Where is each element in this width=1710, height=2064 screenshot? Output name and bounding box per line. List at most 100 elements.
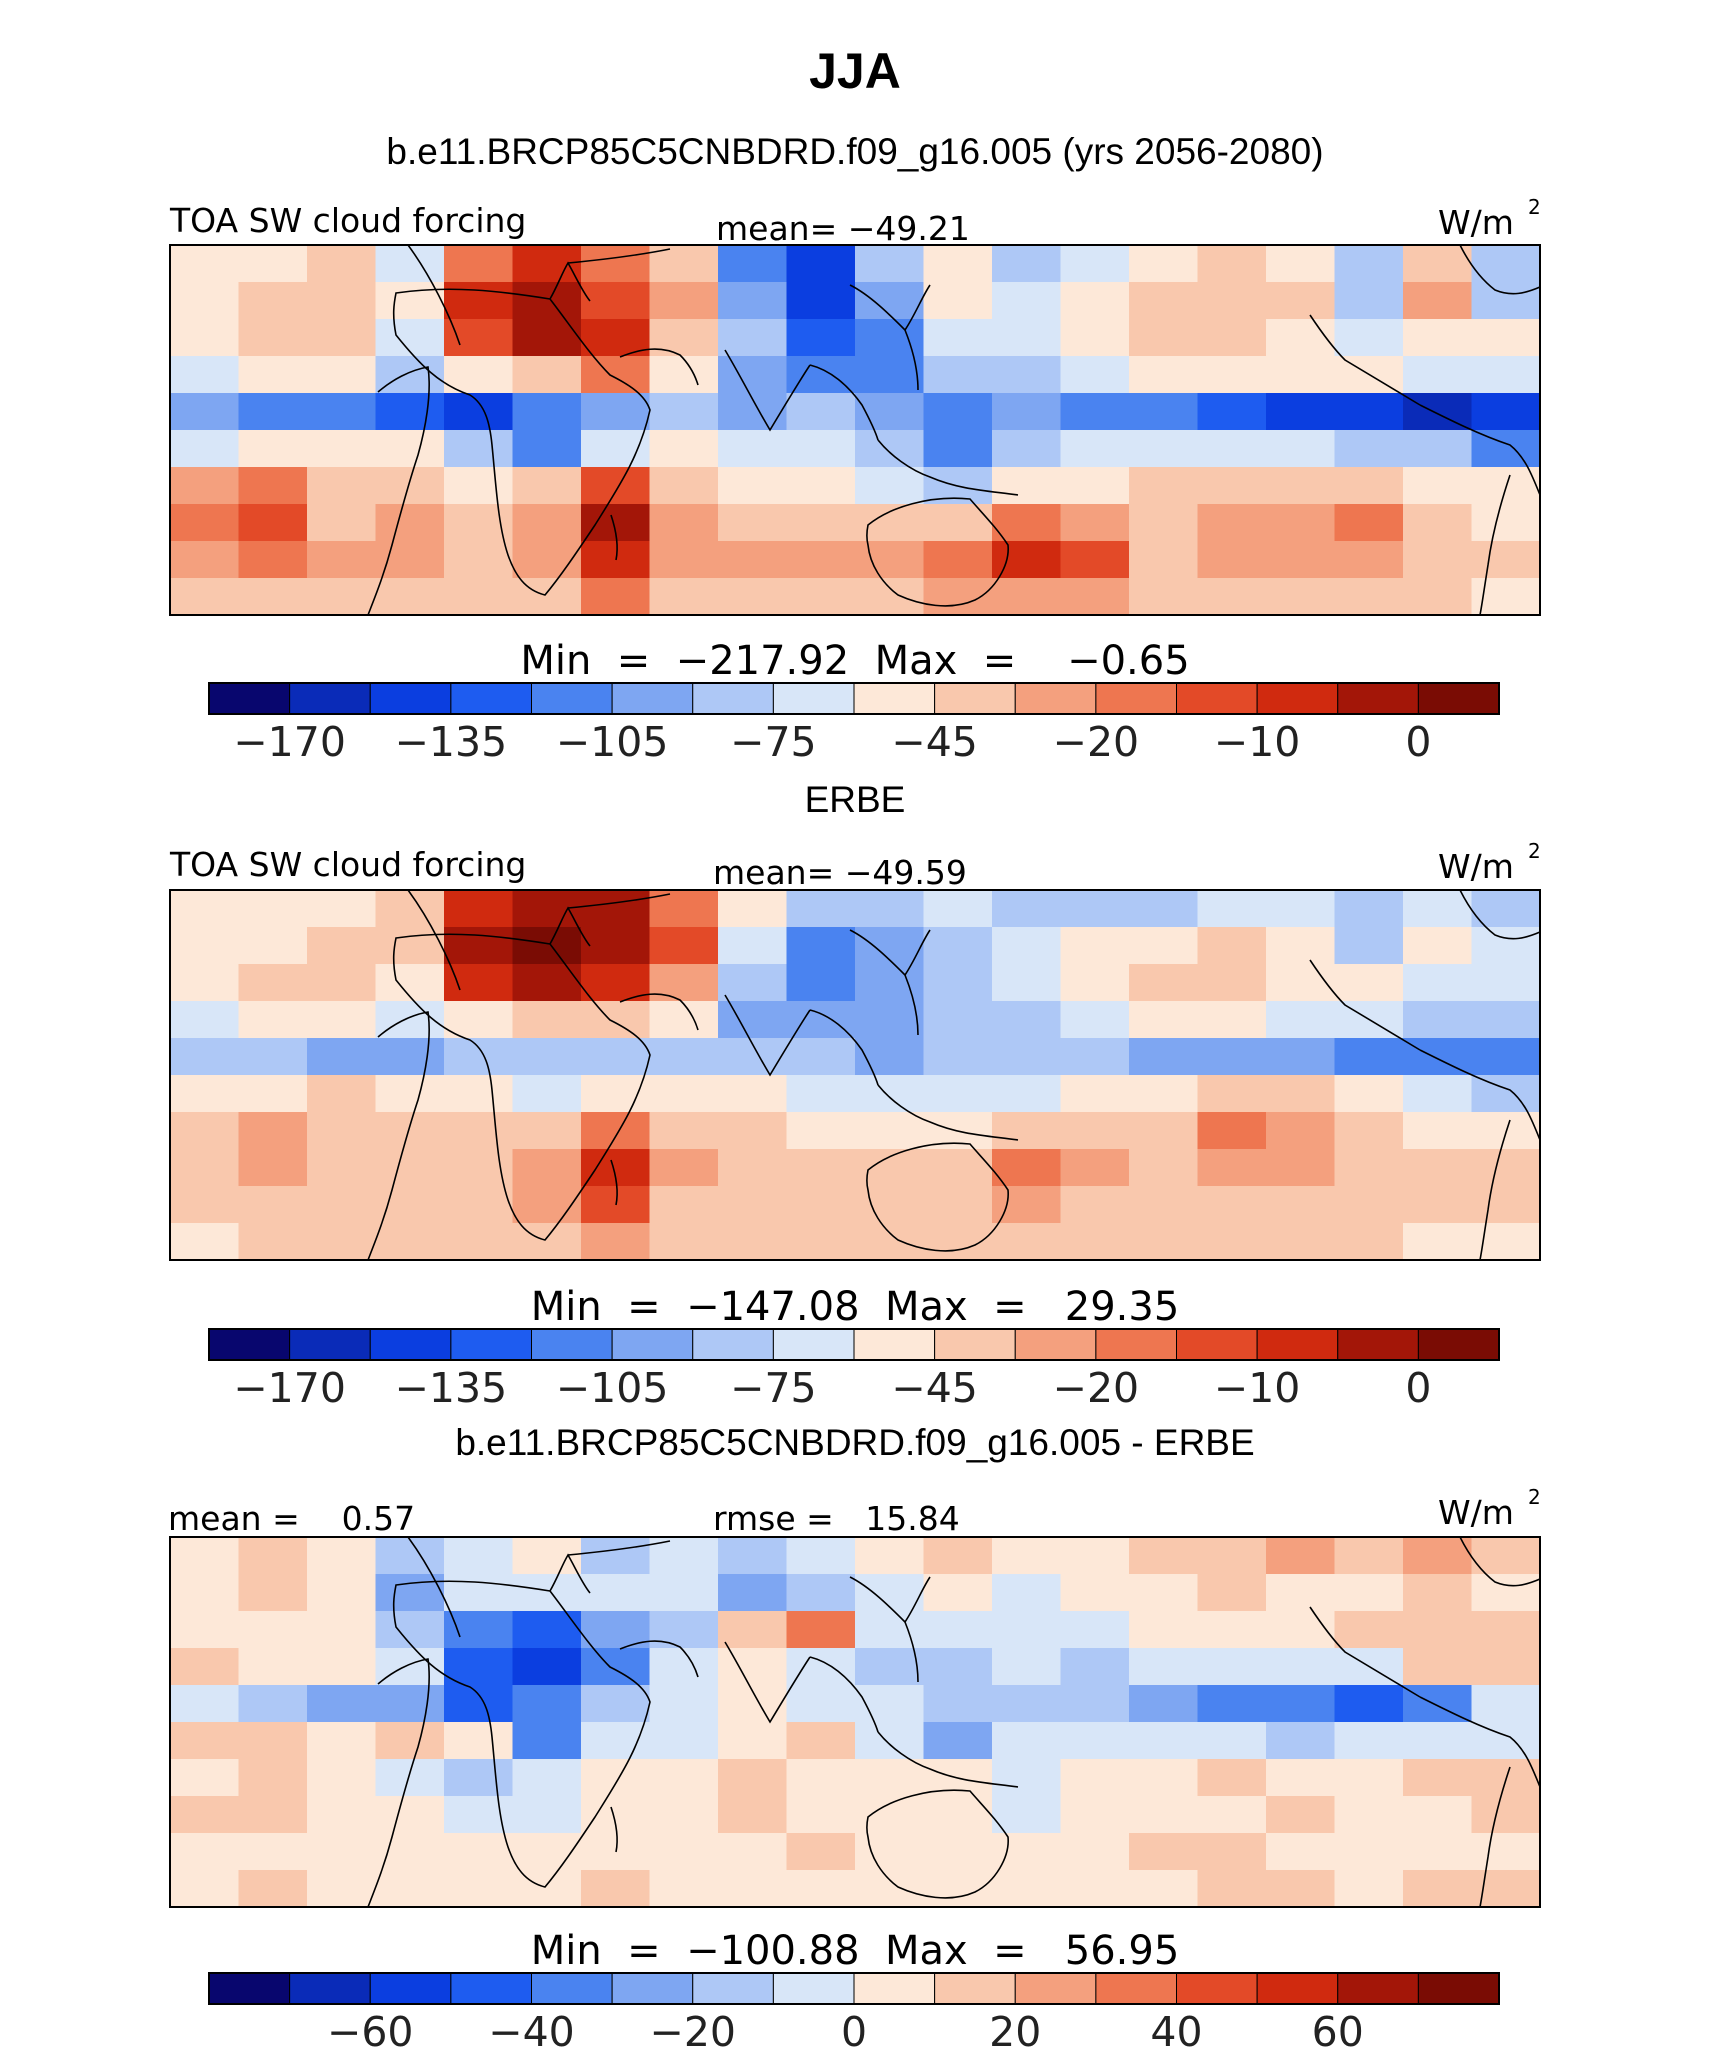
coastline-path (1479, 1119, 1511, 1260)
heatmap-cell (170, 319, 240, 357)
heatmap-cell (1403, 319, 1473, 357)
heatmap-cell (649, 1611, 719, 1649)
heatmap-cell (1129, 1537, 1199, 1575)
heatmap-cell (581, 1112, 651, 1150)
panel-2: ERBE TOA SW cloud forcing mean= −49.59 W… (169, 779, 1541, 1412)
heatmap-cell (1129, 1223, 1199, 1260)
heatmap-cell (581, 245, 651, 283)
heatmap-cell (307, 430, 377, 468)
heatmap-cell (307, 1796, 377, 1834)
heatmap-cell (1129, 282, 1199, 320)
colorbar-tick-label: −75 (730, 1364, 817, 1412)
heatmap-cell (307, 1149, 377, 1187)
colorbar-swatch (531, 1972, 613, 2005)
heatmap-cell (786, 1075, 856, 1113)
heatmap-cell (1334, 393, 1404, 431)
heatmap-cell (307, 1223, 377, 1260)
panel-1-heatmap-cells (170, 245, 1540, 615)
heatmap-cell (1403, 1796, 1473, 1834)
heatmap-cell (375, 964, 445, 1002)
heatmap-cell (512, 1149, 582, 1187)
heatmap-cell (581, 578, 651, 615)
heatmap-cell (444, 1759, 514, 1797)
heatmap-cell (238, 504, 308, 542)
panel-1-minmax: Min = −217.92 Max = −0.65 (520, 638, 1189, 684)
colorbar-swatch (1417, 1328, 1500, 1361)
heatmap-cell (307, 1648, 377, 1686)
heatmap-cell (238, 578, 308, 615)
heatmap-cell (649, 356, 719, 394)
heatmap-cell (718, 1648, 788, 1686)
heatmap-cell (1471, 1001, 1540, 1039)
heatmap-cell (718, 504, 788, 542)
heatmap-cell (923, 1611, 993, 1649)
heatmap-cell (992, 1611, 1062, 1649)
heatmap-cell (1197, 1796, 1267, 1834)
heatmap-cell (1471, 1611, 1540, 1649)
panel-1-coastlines (367, 245, 1540, 615)
heatmap-cell (581, 1722, 651, 1760)
heatmap-cell (786, 578, 856, 615)
coastline-path (904, 974, 919, 1036)
heatmap-cell (375, 578, 445, 615)
heatmap-cell (238, 890, 308, 928)
heatmap-cell (238, 319, 308, 357)
heatmap-cell (170, 1186, 240, 1224)
heatmap-cell (786, 282, 856, 320)
heatmap-cell (238, 467, 308, 505)
panel-3-frame (169, 1536, 1541, 1908)
heatmap-cell (992, 1833, 1062, 1871)
panel-1-mean: mean= −49.21 (716, 209, 970, 248)
heatmap-cell (718, 1833, 788, 1871)
heatmap-cell (444, 430, 514, 468)
heatmap-cell (855, 1870, 925, 1907)
heatmap-cell (238, 356, 308, 394)
heatmap-cell (170, 578, 240, 615)
heatmap-cell (1471, 927, 1540, 965)
heatmap-cell (1334, 504, 1404, 542)
coastline-path (1479, 474, 1511, 615)
heatmap-cell (1129, 1833, 1199, 1871)
heatmap-cell (1334, 430, 1404, 468)
panel-2-mean: mean= −49.59 (713, 853, 967, 892)
panel-3-units: W/m 2 (1438, 1485, 1541, 1532)
heatmap-cell (1334, 1112, 1404, 1150)
heatmap-cell (1266, 1685, 1336, 1723)
heatmap-cell (992, 245, 1062, 283)
heatmap-cell (786, 1722, 856, 1760)
heatmap-cell (444, 319, 514, 357)
heatmap-cell (170, 1611, 240, 1649)
panel-1-units-sup: 2 (1528, 195, 1541, 219)
heatmap-cell (1129, 541, 1199, 579)
heatmap-cell (1197, 1001, 1267, 1039)
heatmap-cell (307, 282, 377, 320)
heatmap-cell (307, 541, 377, 579)
heatmap-cell (1060, 578, 1130, 615)
heatmap-cell (992, 927, 1062, 965)
panel-3-colorbar: −60 −40 −20 0 20 40 60 (208, 1972, 1500, 2056)
heatmap-cell (1334, 1186, 1404, 1224)
heatmap-cell (444, 1149, 514, 1187)
heatmap-cell (1266, 1722, 1336, 1760)
colorbar-swatch (1095, 682, 1178, 715)
heatmap-cell (170, 504, 240, 542)
heatmap-cell (786, 1833, 856, 1871)
heatmap-cell (375, 245, 445, 283)
heatmap-cell (512, 578, 582, 615)
colorbar-swatch (289, 1328, 371, 1361)
colorbar-tick-label: 60 (1312, 2008, 1364, 2056)
heatmap-cell (855, 1223, 925, 1260)
heatmap-cell (1197, 578, 1267, 615)
coastline-path (407, 245, 461, 346)
heatmap-cell (1266, 1149, 1336, 1187)
heatmap-cell (1403, 1537, 1473, 1575)
heatmap-cell (581, 393, 651, 431)
heatmap-cell (238, 541, 308, 579)
heatmap-cell (718, 1223, 788, 1260)
heatmap-cell (307, 1186, 377, 1224)
colorbar-swatch (1014, 1972, 1097, 2005)
heatmap-cell (1266, 890, 1336, 928)
heatmap-cell (1197, 890, 1267, 928)
heatmap-cell (1129, 1870, 1199, 1907)
heatmap-cell (855, 356, 925, 394)
